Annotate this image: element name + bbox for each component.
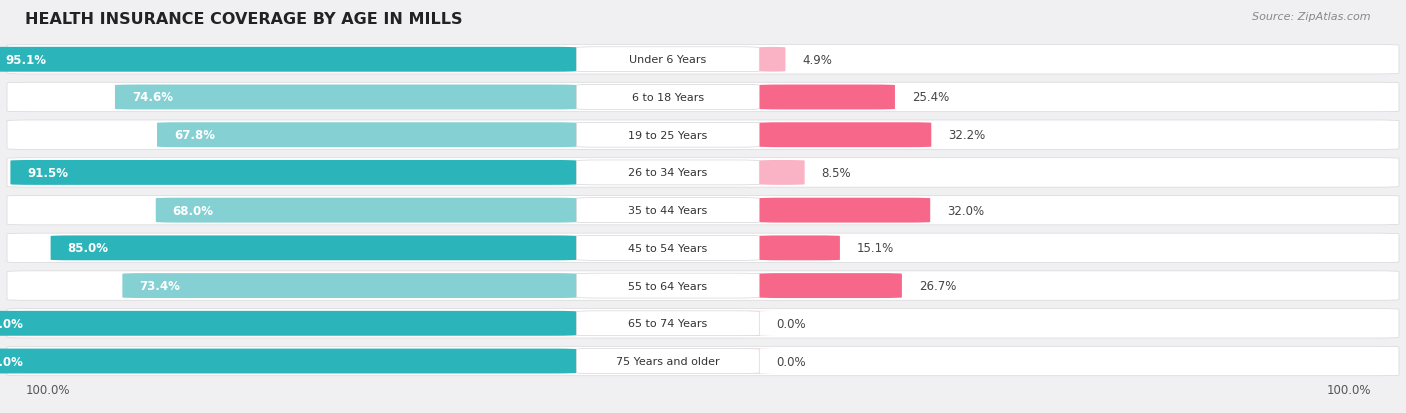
Text: 45 to 54 Years: 45 to 54 Years [628,243,707,253]
FancyBboxPatch shape [156,198,576,223]
FancyBboxPatch shape [7,45,1399,75]
Text: 4.9%: 4.9% [803,54,832,66]
Text: 26.7%: 26.7% [918,280,956,292]
Text: 8.5%: 8.5% [821,166,851,180]
Text: 15.1%: 15.1% [856,242,894,255]
FancyBboxPatch shape [759,236,839,261]
FancyBboxPatch shape [7,309,1399,338]
Text: 32.0%: 32.0% [948,204,984,217]
Text: 67.8%: 67.8% [174,129,215,142]
FancyBboxPatch shape [157,123,576,148]
Text: 100.0%: 100.0% [0,355,24,368]
Text: 68.0%: 68.0% [173,204,214,217]
FancyBboxPatch shape [576,198,759,223]
Text: 74.6%: 74.6% [132,91,173,104]
FancyBboxPatch shape [7,121,1399,150]
FancyBboxPatch shape [115,85,576,110]
Text: 55 to 64 Years: 55 to 64 Years [628,281,707,291]
Text: 100.0%: 100.0% [0,317,24,330]
Text: 100.0%: 100.0% [25,384,70,396]
FancyBboxPatch shape [0,349,576,374]
FancyBboxPatch shape [7,158,1399,188]
FancyBboxPatch shape [7,83,1399,112]
Text: 26 to 34 Years: 26 to 34 Years [628,168,707,178]
FancyBboxPatch shape [576,273,759,298]
Text: 35 to 44 Years: 35 to 44 Years [628,206,707,216]
Text: 91.5%: 91.5% [27,166,69,180]
FancyBboxPatch shape [7,271,1399,301]
FancyBboxPatch shape [576,311,759,336]
FancyBboxPatch shape [7,347,1399,376]
FancyBboxPatch shape [51,236,576,261]
Text: 100.0%: 100.0% [1326,384,1371,396]
Text: 32.2%: 32.2% [948,129,986,142]
FancyBboxPatch shape [759,123,931,148]
FancyBboxPatch shape [576,161,759,185]
Text: HEALTH INSURANCE COVERAGE BY AGE IN MILLS: HEALTH INSURANCE COVERAGE BY AGE IN MILL… [25,12,463,27]
FancyBboxPatch shape [576,236,759,261]
FancyBboxPatch shape [576,47,759,73]
Text: Under 6 Years: Under 6 Years [630,55,706,65]
FancyBboxPatch shape [7,234,1399,263]
Text: 6 to 18 Years: 6 to 18 Years [631,93,704,103]
FancyBboxPatch shape [759,198,931,223]
Text: 75 Years and older: 75 Years and older [616,356,720,366]
Text: 0.0%: 0.0% [776,355,806,368]
FancyBboxPatch shape [122,273,576,298]
Text: 73.4%: 73.4% [139,280,180,292]
Text: 65 to 74 Years: 65 to 74 Years [628,318,707,328]
FancyBboxPatch shape [576,123,759,148]
Text: 95.1%: 95.1% [6,54,46,66]
FancyBboxPatch shape [576,349,759,374]
FancyBboxPatch shape [737,349,782,374]
FancyBboxPatch shape [759,161,804,185]
FancyBboxPatch shape [759,47,786,73]
FancyBboxPatch shape [737,311,782,336]
FancyBboxPatch shape [0,311,576,336]
Text: 19 to 25 Years: 19 to 25 Years [628,131,707,140]
FancyBboxPatch shape [0,47,576,73]
FancyBboxPatch shape [7,196,1399,225]
Text: 85.0%: 85.0% [67,242,108,255]
FancyBboxPatch shape [10,161,576,185]
FancyBboxPatch shape [759,85,896,110]
Text: Source: ZipAtlas.com: Source: ZipAtlas.com [1253,12,1371,22]
Text: 0.0%: 0.0% [776,317,806,330]
Text: 25.4%: 25.4% [912,91,949,104]
FancyBboxPatch shape [759,273,901,298]
FancyBboxPatch shape [576,85,759,110]
